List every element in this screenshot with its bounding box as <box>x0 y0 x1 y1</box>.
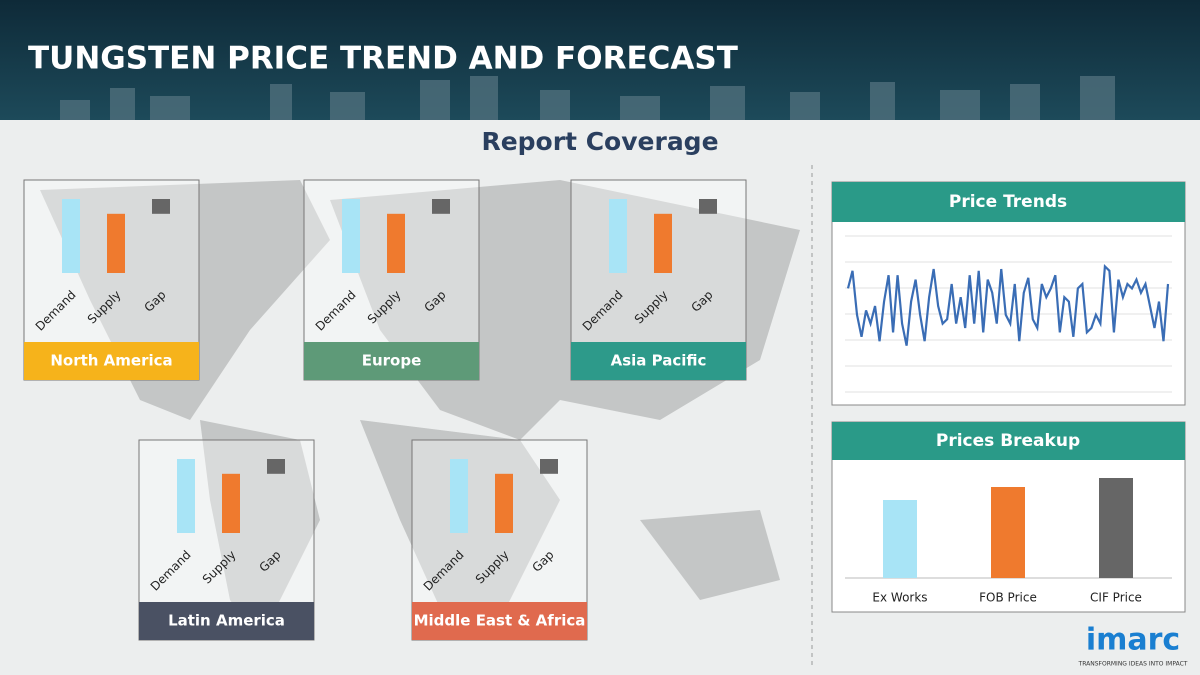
region-bar <box>387 213 405 273</box>
region-band <box>571 342 746 380</box>
region-name: Asia Pacific <box>611 352 707 370</box>
breakup-label: Ex Works <box>872 591 927 605</box>
section-title: Report Coverage <box>481 127 718 156</box>
breakup-title: Prices Breakup <box>936 431 1080 451</box>
breakup-label: FOB Price <box>979 591 1037 605</box>
logo-name: imarc <box>1086 623 1180 658</box>
breakup-label: CIF Price <box>1090 591 1142 605</box>
logo: imarc TRANSFORMING IDEAS INTO IMPACT <box>1078 623 1188 668</box>
region-name: Europe <box>362 352 422 370</box>
region-bar <box>267 459 285 474</box>
region-bar <box>342 199 360 273</box>
breakup-bar <box>991 487 1025 578</box>
trends-title: Price Trends <box>949 192 1067 212</box>
region-bar <box>107 213 125 273</box>
region-band <box>304 342 479 380</box>
region-bar <box>450 459 468 533</box>
breakup-bar <box>1099 478 1133 578</box>
region-band <box>139 602 314 640</box>
region-bar <box>699 199 717 214</box>
breakup-bar <box>883 500 917 578</box>
region-bar <box>495 473 513 533</box>
region-bar <box>432 199 450 214</box>
region-band <box>24 342 199 380</box>
title: TUNGSTEN PRICE TREND AND FORECAST <box>28 41 738 77</box>
region-name: Latin America <box>168 612 285 630</box>
trends-header <box>832 182 1185 222</box>
region-band <box>412 602 587 640</box>
header-bar <box>0 0 1200 120</box>
skyline <box>60 76 1115 120</box>
region-name: Middle East & Africa <box>414 612 586 630</box>
logo-tagline: TRANSFORMING IDEAS INTO IMPACT <box>1078 661 1188 668</box>
region-bar <box>654 213 672 273</box>
breakup-header <box>832 422 1185 460</box>
region-name: North America <box>50 352 172 370</box>
trend-line <box>846 263 1170 346</box>
region-bar <box>62 199 80 273</box>
region-bar <box>540 459 558 474</box>
region-bar <box>609 199 627 273</box>
region-bar <box>222 473 240 533</box>
region-bar <box>152 199 170 214</box>
region-bar <box>177 459 195 533</box>
